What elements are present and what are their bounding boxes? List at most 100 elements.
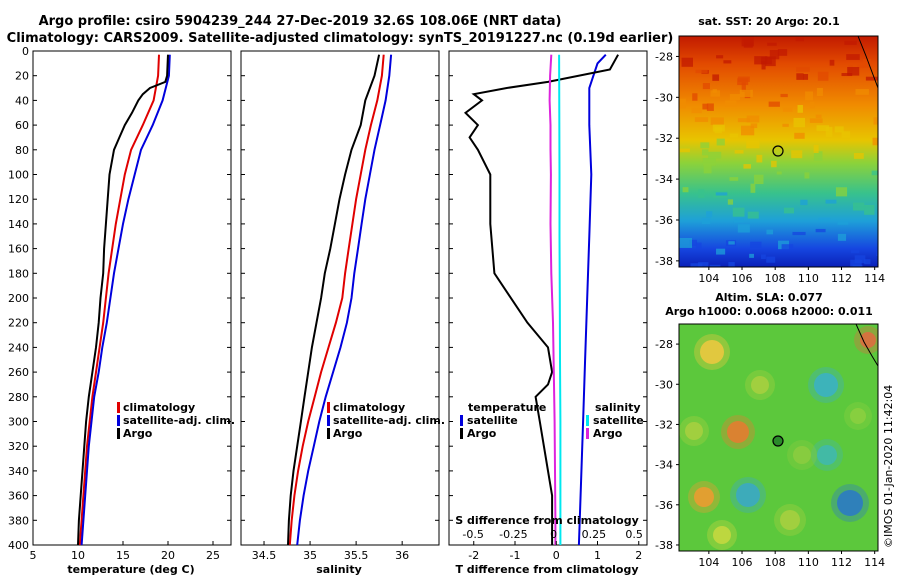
depth-tick-label: 300 bbox=[8, 416, 29, 429]
sla-blob bbox=[814, 373, 838, 397]
sst-pixel bbox=[690, 263, 703, 267]
sst-pixel bbox=[825, 199, 837, 204]
sst-float-marker bbox=[772, 145, 784, 157]
x-tick-label: 35.5 bbox=[344, 549, 369, 562]
sst-pixel bbox=[702, 103, 709, 110]
lon-tick-label: 106 bbox=[732, 272, 753, 285]
sst-pixel bbox=[723, 60, 732, 64]
depth-tick-label: 360 bbox=[8, 490, 29, 503]
s-diff-tick-label: 0.5 bbox=[625, 528, 643, 541]
lon-tick-label: 108 bbox=[765, 556, 786, 569]
sst-pixel bbox=[850, 249, 860, 254]
legend-swatch-satellite bbox=[327, 415, 330, 426]
sst-pixel bbox=[700, 142, 710, 149]
sst-pixel bbox=[695, 69, 708, 74]
x-tick-label: -1 bbox=[510, 549, 521, 562]
depth-tick-label: 220 bbox=[8, 317, 29, 330]
x-tick-label: 5 bbox=[30, 549, 37, 562]
lat-tick-label: -30 bbox=[655, 378, 673, 391]
depth-tick-label: 180 bbox=[8, 267, 29, 280]
sla-blob bbox=[837, 490, 863, 516]
salinity-plot: 34.5 35 35.5 36 salinity climatology satell… bbox=[252, 54, 445, 576]
sst-pixel bbox=[746, 115, 760, 123]
legend-swatch-t-argo bbox=[460, 428, 463, 439]
sst-pixel bbox=[727, 199, 734, 205]
sst-pixel bbox=[871, 170, 878, 176]
salinity-legend: climatology satellite-adj. clim. Argo bbox=[327, 401, 445, 440]
legend-t-satellite: satellite bbox=[467, 414, 518, 427]
sst-pixel bbox=[689, 239, 697, 247]
sst-pixel bbox=[865, 76, 878, 81]
depth-tick-label: 400 bbox=[8, 539, 29, 552]
sst-pixel bbox=[864, 259, 871, 265]
sst-pixel bbox=[809, 118, 823, 123]
lat-tick-label: -30 bbox=[655, 91, 673, 104]
x-tick-label: 35 bbox=[303, 549, 317, 562]
sst-pixel bbox=[765, 56, 776, 67]
legend-argo: Argo bbox=[333, 427, 363, 440]
s-difference-label: S difference from climatology bbox=[455, 514, 639, 527]
legend-swatch-argo bbox=[117, 428, 120, 439]
sla-blob bbox=[700, 340, 724, 364]
s-diff-tick-label: -0.25 bbox=[499, 528, 527, 541]
depth-tick-label: 140 bbox=[8, 218, 29, 231]
legend-swatch-t-satellite bbox=[460, 415, 463, 426]
t-difference-x-label: T difference from climatology bbox=[455, 563, 638, 576]
sst-pixel bbox=[771, 160, 777, 168]
s-diff-tick-label: 0.25 bbox=[582, 528, 607, 541]
legend-t-argo: Argo bbox=[467, 427, 497, 440]
temperature-legend: climatology satellite-adj. clim. Argo bbox=[117, 401, 235, 440]
sst-pixel bbox=[815, 114, 822, 119]
sla-blob bbox=[850, 408, 866, 424]
sst-pixel bbox=[710, 90, 721, 97]
s-diff-tick-label: 0 bbox=[550, 528, 557, 541]
legend-swatch-satellite bbox=[117, 415, 120, 426]
sst-pixel bbox=[712, 124, 725, 132]
sst-pixel bbox=[777, 49, 788, 56]
x-tick-label: 25 bbox=[206, 549, 220, 562]
sst-pixel bbox=[781, 244, 794, 250]
sst-pixel bbox=[816, 125, 830, 132]
temperature-plot: 5 10 15 20 25 temperature (deg C) climatolog… bbox=[30, 54, 235, 576]
sst-pixel bbox=[817, 71, 829, 81]
sst-pixel bbox=[728, 262, 735, 267]
x-tick-label: 20 bbox=[161, 549, 175, 562]
sla-float-marker bbox=[772, 435, 784, 447]
x-tick-label: 34.5 bbox=[252, 549, 277, 562]
lat-tick-label: -32 bbox=[655, 418, 673, 431]
sst-pixel bbox=[846, 54, 860, 60]
sst-pixel bbox=[855, 89, 869, 95]
series-line-t-argo bbox=[463, 54, 619, 545]
sst-pixel bbox=[729, 94, 740, 101]
sla-blob bbox=[793, 446, 811, 464]
sst-pixel bbox=[682, 187, 689, 193]
x-tick-label: 1 bbox=[594, 549, 601, 562]
sst-pixel bbox=[756, 154, 763, 163]
x-tick-label: 2 bbox=[635, 549, 642, 562]
sst-pixel bbox=[782, 107, 793, 112]
sst-pixel bbox=[800, 199, 808, 206]
series-line-climatology bbox=[288, 54, 385, 546]
sst-pixel bbox=[692, 93, 698, 101]
sst-pixel bbox=[679, 237, 693, 248]
x-tick-label: -2 bbox=[468, 549, 479, 562]
lat-tick-label: -28 bbox=[655, 50, 673, 63]
sst-pixel bbox=[841, 73, 853, 77]
sst-pixel bbox=[873, 117, 878, 125]
sla-blob bbox=[694, 487, 714, 507]
sst-pixel bbox=[701, 149, 709, 156]
depth-axis: 0 20 40 60 80 100 120 140 160 180 200 220 240 260 280 3… bbox=[8, 45, 647, 552]
sst-pixel bbox=[837, 233, 847, 241]
sst-coastline bbox=[857, 35, 879, 89]
sla-map: Altim. SLA: 0.077 Argo h1000: 0.0068 h20… bbox=[655, 291, 885, 569]
sst-pixel bbox=[716, 138, 725, 146]
sla-blob bbox=[860, 332, 876, 348]
sst-pixel bbox=[754, 174, 764, 185]
sst-pixel bbox=[872, 137, 878, 146]
sst-pixel bbox=[769, 49, 780, 60]
sst-pixel bbox=[815, 228, 826, 233]
sst-pixel bbox=[792, 231, 806, 236]
sla-blob bbox=[713, 526, 731, 544]
sst-pixel bbox=[691, 107, 702, 114]
sst-pixel bbox=[761, 61, 766, 70]
